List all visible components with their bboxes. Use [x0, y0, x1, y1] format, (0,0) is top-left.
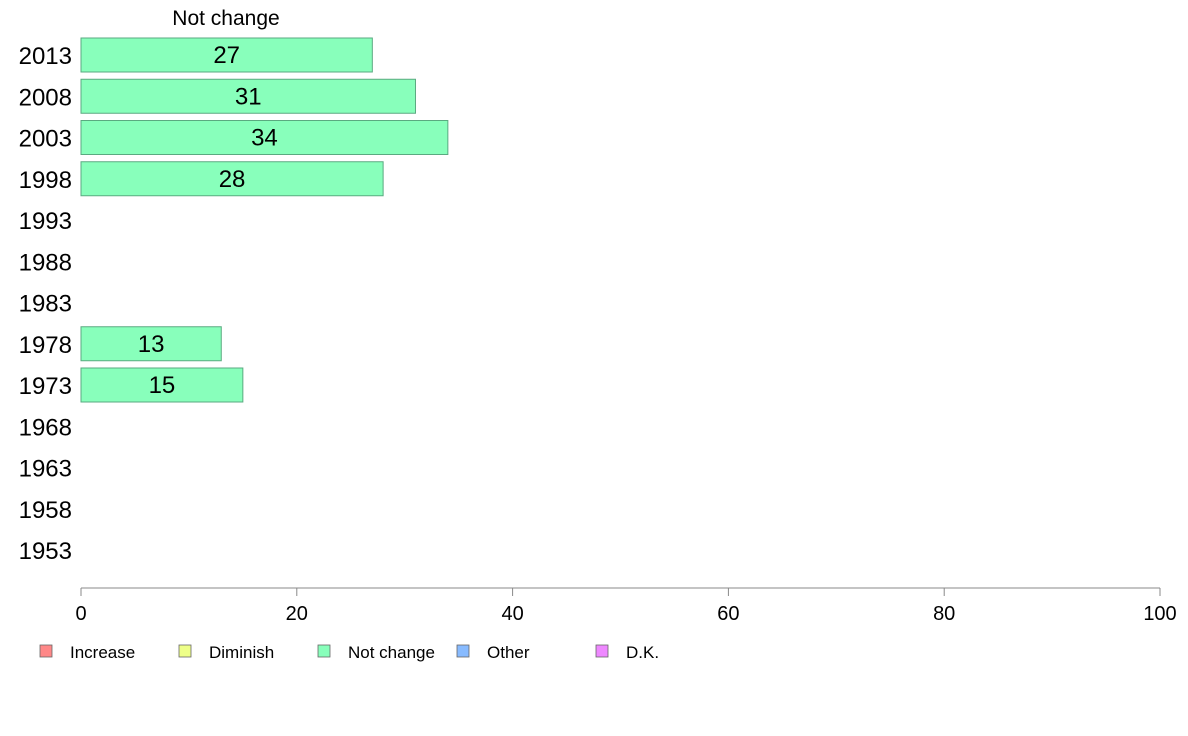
category-label: 1988	[19, 249, 72, 276]
category-label: 1958	[19, 497, 72, 524]
data-label: 27	[213, 42, 240, 69]
category-label: 1978	[19, 332, 72, 359]
x-tick-label: 100	[1143, 603, 1176, 625]
category-label: 1993	[19, 208, 72, 235]
category-label: 2013	[19, 43, 72, 70]
bar	[80, 37, 373, 73]
category-label: 1983	[19, 291, 72, 318]
x-tick-label: 80	[933, 603, 955, 625]
legend-label: Not change	[348, 643, 435, 662]
panel-title: Not change	[172, 7, 279, 30]
legend-label: Diminish	[209, 643, 274, 662]
bar	[80, 326, 222, 362]
x-tick-label: 60	[717, 603, 739, 625]
category-label: 2008	[19, 84, 72, 111]
category-label: 1963	[19, 456, 72, 483]
bars	[80, 37, 449, 403]
bar	[80, 161, 384, 197]
legend-label: Increase	[70, 643, 135, 662]
legend-swatch	[317, 644, 331, 658]
year-labels: 2013 2008 2003 1998 1993 1988 1983 1978 1973 1968…	[19, 43, 72, 565]
x-axis: 0 20 40 60 80 100	[75, 587, 1177, 625]
x-tick-label: 0	[75, 603, 86, 625]
data-label: 34	[251, 125, 278, 152]
legend: Increase Diminish Not change Other D.K.	[39, 643, 659, 662]
category-label: 1968	[19, 414, 72, 441]
legend-swatch	[456, 644, 470, 658]
x-tick-label: 20	[286, 603, 308, 625]
category-label: 1953	[19, 538, 72, 565]
x-tick-label: 40	[501, 603, 523, 625]
data-label: 13	[138, 331, 165, 358]
data-label: 28	[219, 166, 246, 193]
legend-label: Other	[487, 643, 530, 662]
bar	[80, 367, 244, 403]
category-label: 2003	[19, 126, 72, 153]
data-label: 15	[149, 372, 176, 399]
bar	[80, 120, 449, 155]
legend-swatch	[178, 644, 192, 658]
legend-swatch	[39, 644, 53, 658]
category-label: 1973	[19, 373, 72, 400]
legend-label: D.K.	[626, 643, 659, 662]
legend-swatch	[595, 644, 609, 658]
data-label: 31	[235, 83, 262, 110]
bar	[80, 78, 416, 114]
category-label: 1998	[19, 167, 72, 194]
